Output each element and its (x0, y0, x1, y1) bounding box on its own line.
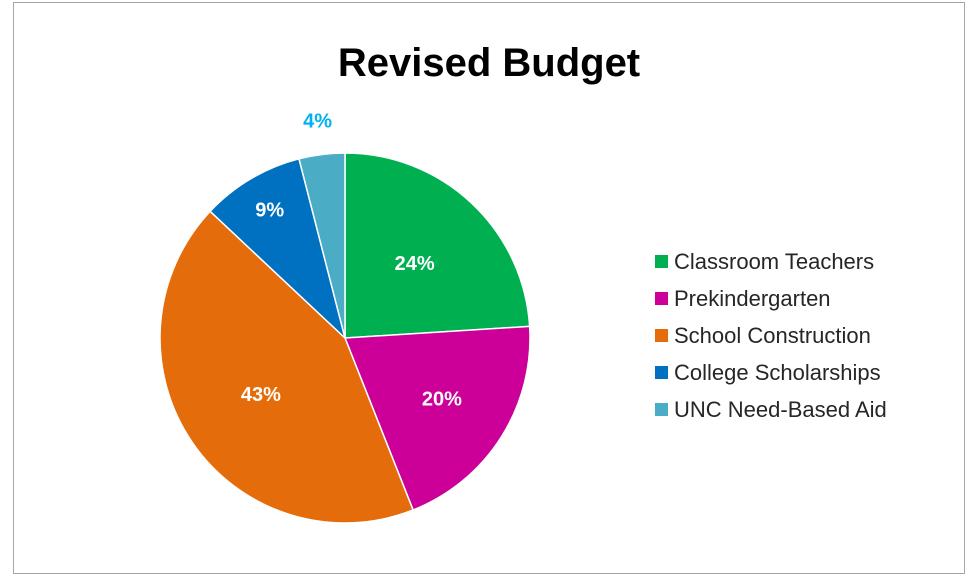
legend-item-school-construction: School Construction (655, 317, 955, 354)
pie-data-labels: 24% 20% 43% 9% 4% (241, 110, 462, 410)
data-label-prekindergarten: 20% (422, 388, 462, 410)
pie-slice-classroom-teachers (344, 152, 531, 339)
legend-item-college-scholarships: College Scholarships (655, 354, 955, 391)
pie-slice-unc-need-based-aid (298, 152, 346, 339)
legend-swatch (655, 403, 668, 416)
pie-slice-prekindergarten (343, 325, 531, 511)
legend-label: College Scholarships (674, 359, 881, 385)
data-label-unc-need-based-aid: 4% (303, 110, 332, 132)
data-label-college-scholarships: 9% (255, 200, 284, 222)
data-label-school-construction: 43% (241, 384, 281, 406)
chart-area: Revised Budget 24% 20% 43% 9% 4% Classroom T… (13, 2, 965, 574)
legend-item-unc-need-based-aid: UNC Need-Based Aid (655, 391, 955, 428)
pie-chart: 24% 20% 43% 9% 4% (159, 110, 531, 524)
chart-legend: Classroom Teachers Prekindergarten School … (655, 243, 955, 428)
data-label-classroom-teachers: 24% (395, 253, 435, 275)
legend-swatch (655, 255, 668, 268)
legend-label: Classroom Teachers (674, 248, 875, 274)
legend-swatch (655, 366, 668, 379)
legend-swatch (655, 329, 668, 342)
pie-slice-college-scholarships (209, 157, 347, 341)
legend-label: Prekindergarten (674, 285, 831, 311)
pie-slices (159, 152, 531, 524)
pie-slice-school-construction (159, 210, 415, 524)
legend-item-classroom-teachers: Classroom Teachers (655, 243, 955, 280)
legend-swatch (655, 292, 668, 305)
legend-item-prekindergarten: Prekindergarten (655, 280, 955, 317)
chart-title: Revised Budget (337, 41, 641, 85)
legend-label: UNC Need-Based Aid (674, 396, 887, 422)
legend-label: School Construction (674, 322, 871, 348)
